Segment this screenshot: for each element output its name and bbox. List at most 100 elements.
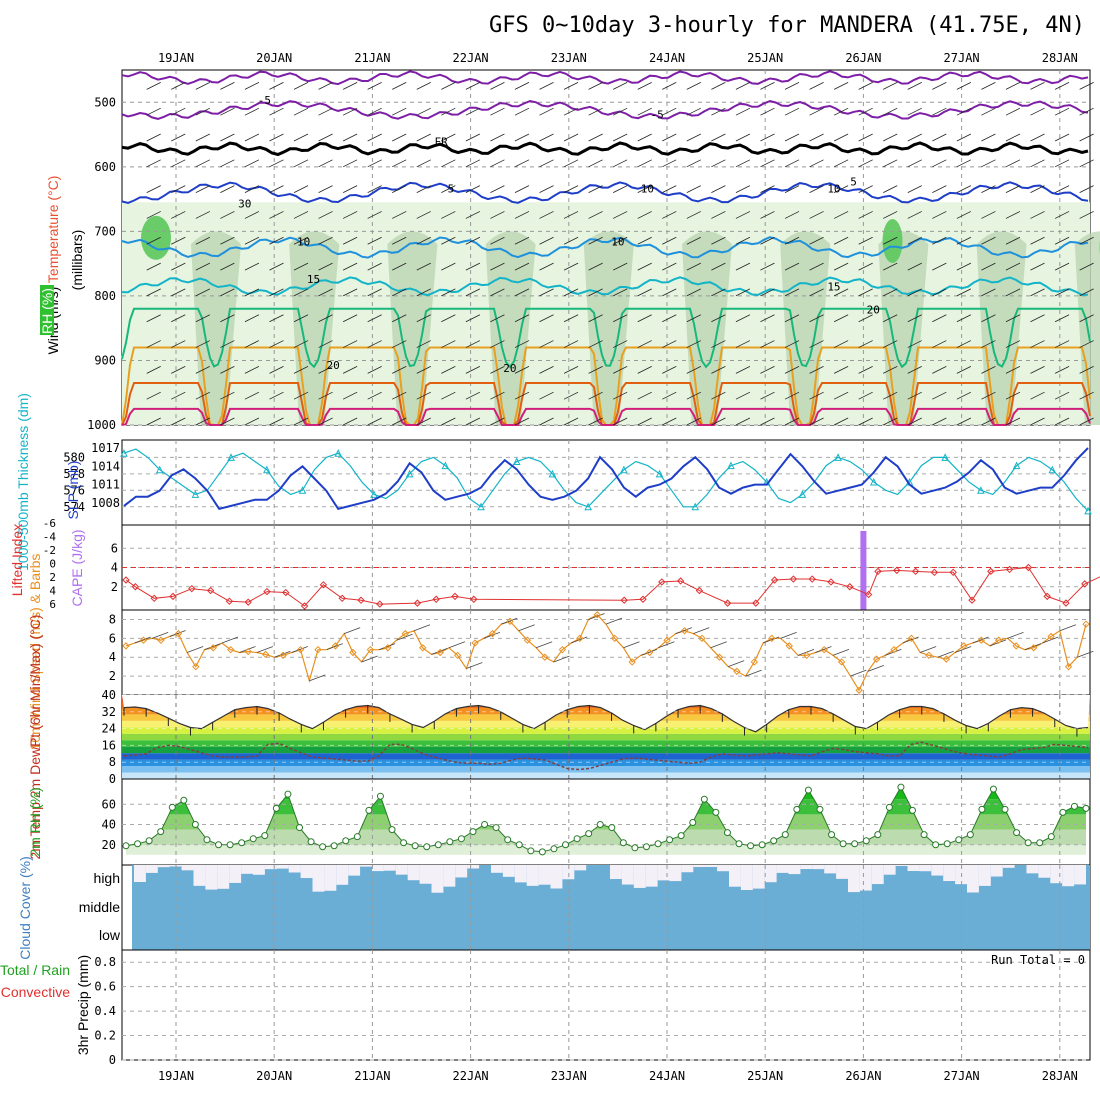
rh-marker (226, 841, 234, 849)
cloud-level-label: middle (79, 899, 120, 915)
wind-barb (760, 262, 775, 271)
wind-barb (318, 107, 333, 116)
wind-barb (416, 82, 431, 90)
top-date-label: 20JAN (256, 51, 292, 65)
wind-barb (981, 288, 996, 297)
lifted-marker (658, 578, 666, 586)
wind-barb (490, 185, 505, 193)
wind-barb (396, 633, 413, 641)
wind-barb (220, 417, 235, 426)
wind-barb (588, 236, 603, 245)
thickness-marker (727, 461, 735, 470)
rh-marker (515, 841, 523, 849)
thickness-marker (405, 469, 414, 478)
wind-barb (637, 288, 652, 297)
wind-barb (637, 236, 652, 245)
thickness-tick: 576 (63, 483, 85, 497)
wind-barb (760, 82, 775, 90)
wind-barb (883, 366, 898, 374)
thickness-marker (691, 502, 700, 511)
wind-barb (662, 107, 677, 116)
rh-label: RH (%) (39, 288, 55, 334)
thickness-marker (512, 457, 521, 465)
wind-speed-marker (925, 651, 933, 660)
wind-barb (858, 366, 873, 374)
lifted-marker (188, 584, 196, 593)
wind-barb (907, 391, 922, 400)
wind-barb (514, 366, 530, 374)
rh-marker (723, 829, 731, 837)
rh-marker (261, 832, 269, 840)
thickness-marker (655, 469, 664, 478)
thickness-marker (370, 490, 378, 498)
thickness-marker (334, 449, 343, 457)
wind-barb (514, 340, 530, 348)
top-date-label: 24JAN (649, 51, 685, 65)
wind-barb (318, 211, 333, 219)
wind-barb (711, 211, 726, 219)
wind-barb (784, 185, 800, 193)
temp-tick: 16 (102, 738, 116, 752)
contour-label: 10 (297, 236, 310, 249)
wind-barb (858, 417, 873, 426)
rh-marker (1070, 802, 1078, 810)
rh-marker (284, 790, 292, 798)
cape-ylabel: CAPE (J/kg) (69, 529, 85, 606)
wind-barb (293, 314, 309, 323)
wind-barb (152, 631, 169, 639)
wind-speed-marker (698, 634, 706, 643)
wind-speed-marker (139, 636, 148, 644)
wind-barb (735, 82, 751, 90)
cloud-high-gap (276, 865, 289, 869)
wind-barb (318, 391, 333, 400)
wind-barb (441, 185, 456, 193)
wind-barb (441, 133, 456, 142)
temp-tick: 40 (102, 688, 116, 702)
wind-barb (342, 340, 358, 348)
rh-marker (920, 831, 928, 839)
rh-marker (1013, 829, 1021, 837)
cape-bar (860, 530, 867, 610)
panel-2m-rh: 20 40 60 2m RH (%) (27, 778, 1091, 866)
rh-marker (804, 786, 812, 794)
wind-barb (588, 262, 603, 271)
wind-barb (367, 391, 382, 400)
wind-barb (932, 107, 947, 116)
wind-barb (195, 159, 210, 168)
wind-speed-marker (366, 645, 375, 654)
rh-marker (446, 838, 454, 846)
wind-barb (784, 236, 800, 245)
wind-barb (318, 236, 333, 245)
wind-barb (490, 288, 505, 297)
wind-speed-marker (803, 651, 811, 660)
top-date-label: 27JAN (944, 51, 980, 65)
lifted-marker (376, 600, 384, 608)
wind-barb (490, 236, 505, 245)
wind-barb (1005, 107, 1021, 116)
wind-speed-marker (209, 644, 217, 652)
wind-barb (932, 159, 947, 168)
wind-barb (1030, 82, 1045, 90)
wind-barb (361, 655, 378, 663)
wind-barb (907, 366, 922, 374)
wind-tick: 8 (109, 612, 116, 626)
wind-barb (858, 211, 873, 219)
precip-tick: 0.6 (94, 980, 116, 994)
wind-barb (809, 236, 824, 245)
wind-barb (342, 391, 358, 400)
wind-barb (1059, 624, 1076, 632)
wind-barb (956, 417, 972, 426)
rh-marker (1059, 808, 1067, 816)
wind-barb (972, 636, 989, 644)
wind-barb (711, 262, 726, 271)
cloud-high-gap (633, 865, 646, 888)
rh-marker (793, 805, 801, 813)
wind-barb (858, 262, 873, 271)
wind-barb (858, 159, 873, 168)
wind-barb (883, 314, 898, 323)
wind-barb (1079, 366, 1094, 374)
wind-barb (416, 133, 431, 142)
wind-barb (1079, 391, 1094, 400)
wind-barb (1079, 82, 1094, 90)
lifted-marker (451, 592, 459, 601)
